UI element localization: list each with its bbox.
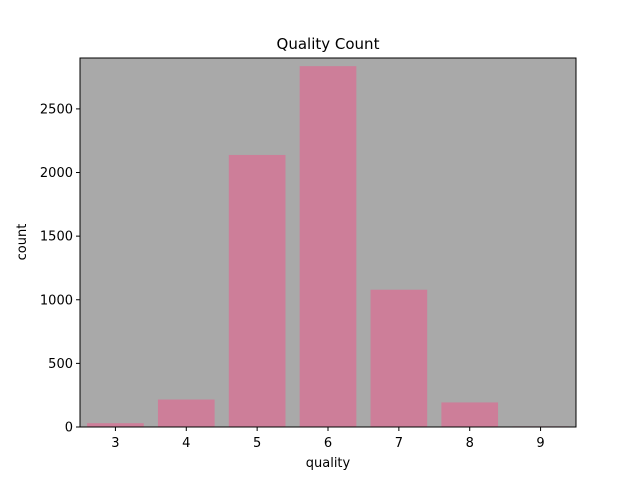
x-axis-label: quality: [306, 456, 351, 471]
bars: [87, 66, 569, 428]
bar-quality-8: [441, 402, 499, 427]
y-tick-label: 500: [48, 357, 73, 372]
y-tick-label: 2000: [40, 166, 73, 181]
x-tick-label: 6: [324, 436, 332, 451]
bar-quality-7: [370, 289, 428, 427]
bar-quality-3: [87, 423, 144, 427]
bar-quality-4: [157, 399, 215, 427]
x-tick-label: 3: [111, 436, 119, 451]
x-tick-label: 7: [395, 436, 403, 451]
x-axis-ticks: 3 4 5 6 7 8 9: [111, 427, 545, 451]
y-tick-label: 0: [65, 421, 73, 436]
x-tick-label: 5: [253, 436, 261, 451]
chart-title: Quality Count: [277, 35, 380, 53]
bar-quality-5: [228, 154, 286, 427]
y-axis-ticks: 0 500 1000 1500 2000 2500: [40, 102, 80, 436]
x-tick-label: 4: [182, 436, 190, 451]
y-tick-label: 2500: [40, 102, 73, 117]
x-tick-label: 8: [466, 436, 474, 451]
x-tick-label: 9: [536, 436, 544, 451]
y-axis-label: count: [15, 224, 30, 261]
plot-frame: [79, 57, 577, 428]
bar-quality-6: [299, 66, 357, 428]
y-tick-label: 1500: [40, 230, 73, 245]
y-tick-label: 1000: [40, 293, 73, 308]
